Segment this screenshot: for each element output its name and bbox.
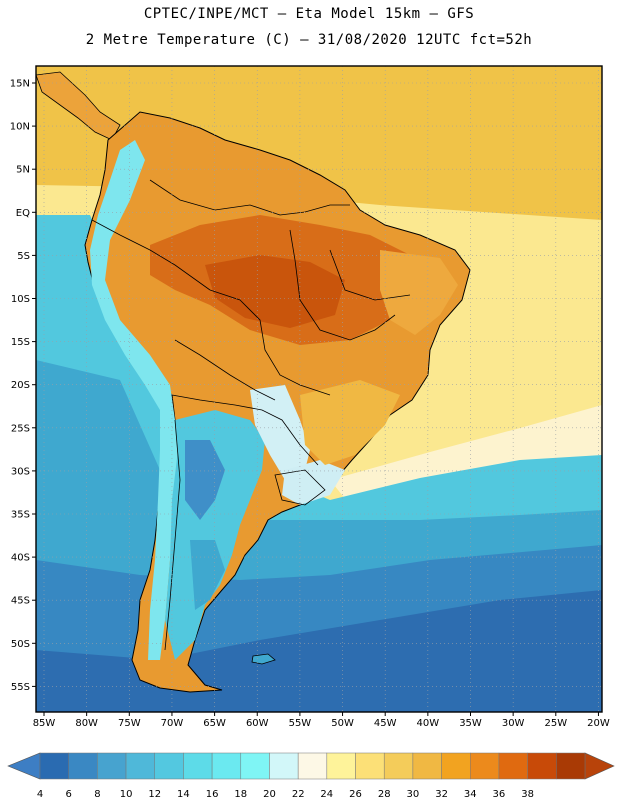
lon-tick-label: 40W xyxy=(417,718,440,729)
border-north xyxy=(149,179,350,216)
lon-tick-label: 75W xyxy=(118,718,141,729)
colorbar-label: 6 xyxy=(66,789,72,800)
lat-tick-label: 25S xyxy=(11,423,30,434)
colorbar-swatch xyxy=(326,752,356,780)
lat-tick-label: 5S xyxy=(17,251,30,262)
lat-tick-label: 40S xyxy=(11,553,30,564)
colorbar-swatch xyxy=(183,752,213,780)
border-argentina-north xyxy=(171,394,319,466)
colorbar-swatch xyxy=(556,752,586,780)
colorbar-swatch xyxy=(39,752,69,780)
colorbar-swatch xyxy=(269,752,299,780)
border-peru-ecuador xyxy=(91,219,211,291)
lat-tick-label: 30S xyxy=(11,466,30,477)
colorbar-label: 8 xyxy=(94,789,100,800)
colorbar-swatch xyxy=(355,752,385,780)
lon-tick-label: 30W xyxy=(502,718,525,729)
border-brazil-states-2 xyxy=(329,249,411,301)
lat-tick-label: 10S xyxy=(11,294,30,305)
border-brazil-states-1 xyxy=(289,229,396,341)
border-bolivia-south xyxy=(174,339,276,401)
southern-brazil-warm xyxy=(300,380,400,465)
andes-cold-core xyxy=(185,440,225,520)
chart-title-line-2: 2 Metre Temperature (C) – 31/08/2020 12U… xyxy=(85,32,533,48)
colorbar-label: 18 xyxy=(234,789,247,800)
patagonia-cold-core xyxy=(190,540,225,610)
colorbar-label: 24 xyxy=(320,789,333,800)
border-chile-argentina xyxy=(164,419,181,651)
colorbar-label: 32 xyxy=(435,789,448,800)
lon-tick-label: 50W xyxy=(331,718,354,729)
falkland-islands xyxy=(251,653,276,665)
colorbar-label: 28 xyxy=(378,789,391,800)
colorbar-label: 38 xyxy=(521,789,534,800)
colorbar-label: 14 xyxy=(177,789,190,800)
andes-cool-strip xyxy=(90,140,180,660)
lat-tick-label: 10N xyxy=(10,122,30,133)
chart-title-line-1: CPTEC/INPE/MCT – Eta Model 15km – GFS xyxy=(143,6,475,22)
colorbar-label: 12 xyxy=(148,789,161,800)
colorbar-label: 20 xyxy=(263,789,276,800)
lat-tick-label: 45S xyxy=(11,596,30,607)
colorbar-label: 34 xyxy=(464,789,477,800)
lat-tick-label: 15N xyxy=(10,79,30,90)
lon-tick-label: 35W xyxy=(459,718,482,729)
lat-tick-label: 20S xyxy=(11,380,30,391)
colorbar-swatch xyxy=(68,752,98,780)
lon-tick-label: 45W xyxy=(374,718,397,729)
map-frame xyxy=(35,65,603,713)
colorbar: 4 6 8 10 12 14 16 18 20 22 24 26 28 30 32 34 36 38 xyxy=(7,752,615,800)
lon-tick-label: 85W xyxy=(33,718,56,729)
lon-tick-label: 25W xyxy=(544,718,567,729)
colorbar-label: 26 xyxy=(349,789,362,800)
colorbar-swatch xyxy=(125,752,155,780)
amazon-hottest-core xyxy=(205,255,345,328)
colorbar-swatch xyxy=(498,752,528,780)
colorbar-swatch xyxy=(470,752,500,780)
colorbar-swatch xyxy=(383,752,414,780)
colorbar-label: 22 xyxy=(292,789,305,800)
colorbar-label: 16 xyxy=(206,789,219,800)
colorbar-swatch xyxy=(297,752,328,780)
colorbar-low-arrow xyxy=(7,752,41,780)
lat-tick-label: 15S xyxy=(11,337,30,348)
latitude-labels: 15N 10N 5N EQ 5S 10S 15S 20S 25S 30S 35S 40S 45S 50S 5… xyxy=(10,79,36,693)
colorbar-label: 10 xyxy=(120,789,133,800)
lon-tick-label: 60W xyxy=(246,718,269,729)
colorbar-label: 4 xyxy=(37,789,43,800)
colorbar-swatch xyxy=(154,752,184,780)
colorbar-swatch xyxy=(97,752,127,780)
chaco-pale-region xyxy=(250,385,310,480)
lon-tick-label: 65W xyxy=(203,718,226,729)
lon-tick-label: 55W xyxy=(289,718,312,729)
northeast-brazil-warm xyxy=(380,250,458,335)
colorbar-label: 30 xyxy=(407,789,420,800)
lat-tick-label: 5N xyxy=(16,165,30,176)
colorbar-high-arrow xyxy=(584,752,615,780)
colorbar-swatch xyxy=(441,752,471,780)
colorbar-swatch xyxy=(240,752,270,780)
lon-tick-label: 20W xyxy=(587,718,610,729)
colorbar-swatch xyxy=(527,752,557,780)
map-field xyxy=(36,66,602,712)
lat-tick-label: 55S xyxy=(11,682,30,693)
lat-tick-label: 35S xyxy=(11,510,30,521)
colorbar-label: 36 xyxy=(493,789,506,800)
lat-tick-label: EQ xyxy=(16,208,30,219)
colorbar-swatch xyxy=(412,752,442,780)
lon-tick-label: 80W xyxy=(75,718,98,729)
longitude-labels: 85W 80W 75W 70W 65W 60W 55W 50W 45W 40W 35W 30W 25W 2… xyxy=(33,712,610,729)
lon-tick-label: 70W xyxy=(161,718,184,729)
lat-tick-label: 50S xyxy=(11,639,30,650)
colorbar-swatch xyxy=(211,752,242,780)
